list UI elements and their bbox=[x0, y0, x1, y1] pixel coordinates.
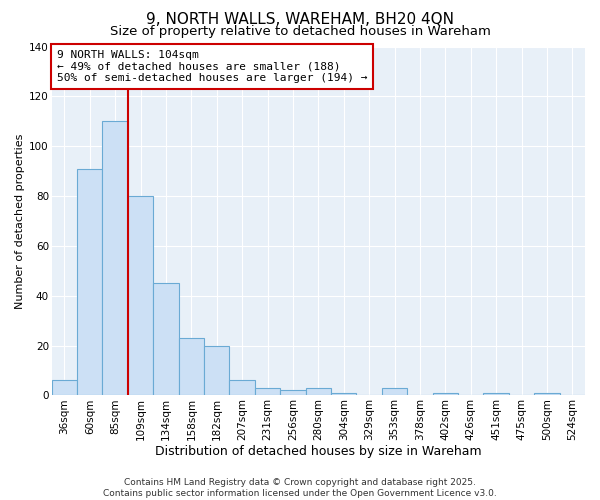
Bar bbox=[103, 122, 128, 396]
Text: 9 NORTH WALLS: 104sqm
← 49% of detached houses are smaller (188)
50% of semi-det: 9 NORTH WALLS: 104sqm ← 49% of detached … bbox=[57, 50, 368, 83]
Bar bbox=[153, 284, 179, 396]
Text: 9, NORTH WALLS, WAREHAM, BH20 4QN: 9, NORTH WALLS, WAREHAM, BH20 4QN bbox=[146, 12, 454, 28]
Bar bbox=[77, 168, 103, 396]
X-axis label: Distribution of detached houses by size in Wareham: Distribution of detached houses by size … bbox=[155, 444, 482, 458]
Bar bbox=[52, 380, 77, 396]
Bar bbox=[305, 388, 331, 396]
Bar bbox=[229, 380, 255, 396]
Bar bbox=[534, 393, 560, 396]
Bar bbox=[179, 338, 204, 396]
Bar bbox=[433, 393, 458, 396]
Text: Contains HM Land Registry data © Crown copyright and database right 2025.
Contai: Contains HM Land Registry data © Crown c… bbox=[103, 478, 497, 498]
Bar bbox=[280, 390, 305, 396]
Y-axis label: Number of detached properties: Number of detached properties bbox=[15, 134, 25, 308]
Bar bbox=[331, 393, 356, 396]
Text: Size of property relative to detached houses in Wareham: Size of property relative to detached ho… bbox=[110, 25, 490, 38]
Bar bbox=[382, 388, 407, 396]
Bar bbox=[128, 196, 153, 396]
Bar bbox=[484, 393, 509, 396]
Bar bbox=[255, 388, 280, 396]
Bar bbox=[204, 346, 229, 396]
